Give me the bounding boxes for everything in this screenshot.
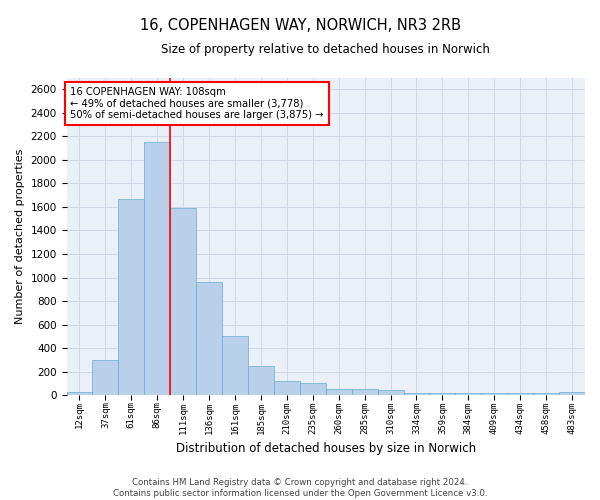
Bar <box>118 198 144 395</box>
Bar <box>170 208 196 395</box>
Bar <box>352 390 377 395</box>
Bar <box>455 393 481 395</box>
Text: Contains HM Land Registry data © Crown copyright and database right 2024.
Contai: Contains HM Land Registry data © Crown c… <box>113 478 487 498</box>
Text: 16, COPENHAGEN WAY, NORWICH, NR3 2RB: 16, COPENHAGEN WAY, NORWICH, NR3 2RB <box>139 18 461 32</box>
Bar <box>274 381 300 395</box>
Bar <box>404 393 430 395</box>
Bar <box>67 392 92 395</box>
Y-axis label: Number of detached properties: Number of detached properties <box>15 148 25 324</box>
Bar <box>222 336 248 395</box>
Bar <box>326 390 352 395</box>
Bar <box>144 142 170 395</box>
Bar <box>481 393 507 395</box>
Bar <box>92 360 118 395</box>
Bar <box>559 392 585 395</box>
Bar <box>430 393 455 395</box>
Bar <box>196 282 222 395</box>
Bar <box>300 384 326 395</box>
Bar <box>533 393 559 395</box>
X-axis label: Distribution of detached houses by size in Norwich: Distribution of detached houses by size … <box>176 442 476 455</box>
Bar <box>507 393 533 395</box>
Bar <box>248 366 274 395</box>
Text: 16 COPENHAGEN WAY: 108sqm
← 49% of detached houses are smaller (3,778)
50% of se: 16 COPENHAGEN WAY: 108sqm ← 49% of detac… <box>70 87 324 120</box>
Bar <box>377 390 404 395</box>
Title: Size of property relative to detached houses in Norwich: Size of property relative to detached ho… <box>161 42 490 56</box>
